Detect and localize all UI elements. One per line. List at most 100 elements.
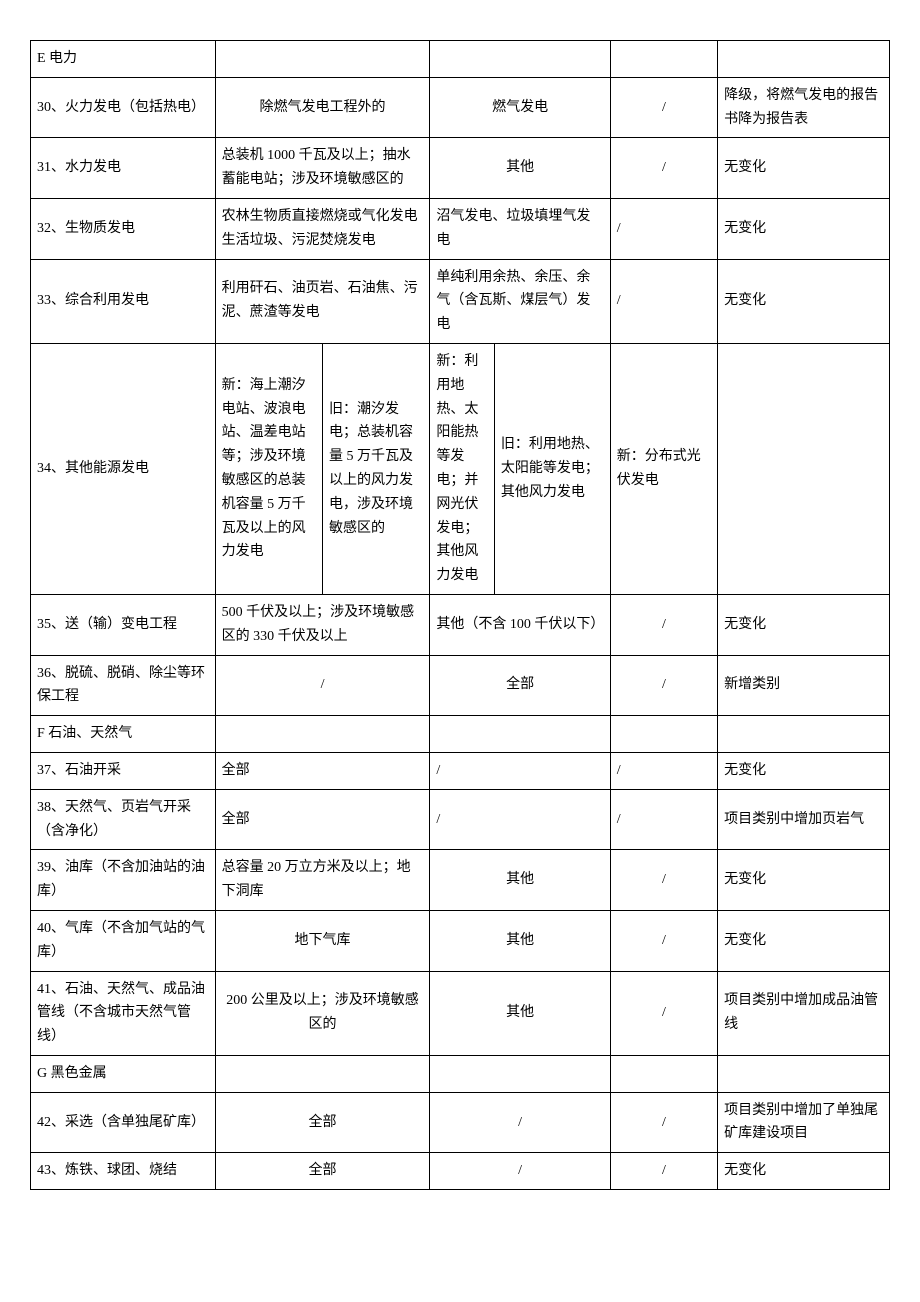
table-cell: [215, 716, 430, 753]
table-cell: 农林生物质直接燃烧或气化发电生活垃圾、污泥焚烧发电: [215, 198, 430, 259]
table-cell: 200 公里及以上；涉及环境敏感区的: [215, 971, 430, 1055]
table-cell: 其他: [430, 850, 610, 911]
table-cell: 全部: [215, 1153, 430, 1190]
table-cell: 利用矸石、油页岩、石油焦、污泥、蔗渣等发电: [215, 259, 430, 343]
table-row: 35、送（输）变电工程500 千伏及以上；涉及环境敏感区的 330 千伏及以上其…: [31, 594, 890, 655]
table-cell: 新：分布式光伏发电: [610, 343, 717, 594]
data-table: E 电力30、火力发电（包括热电）除燃气发电工程外的燃气发电/降级，将燃气发电的…: [30, 40, 890, 1190]
table-row: 34、其他能源发电新：海上潮汐电站、波浪电站、温差电站等；涉及环境敏感区的总装机…: [31, 343, 890, 594]
table-cell: /: [610, 259, 717, 343]
table-row: F 石油、天然气: [31, 716, 890, 753]
table-cell: [215, 41, 430, 78]
table-cell: F 石油、天然气: [31, 716, 216, 753]
table-cell: 无变化: [718, 198, 890, 259]
table-row: 37、石油开采全部//无变化: [31, 752, 890, 789]
table-cell: 35、送（输）变电工程: [31, 594, 216, 655]
table-cell: /: [430, 1092, 610, 1153]
table-cell: 新：海上潮汐电站、波浪电站、温差电站等；涉及环境敏感区的总装机容量 5 万千瓦及…: [215, 343, 322, 594]
table-row: 38、天然气、页岩气开采（含净化）全部//项目类别中增加页岩气: [31, 789, 890, 850]
table-cell: 降级，将燃气发电的报告书降为报告表: [718, 77, 890, 138]
table-cell: 36、脱硫、脱硝、除尘等环保工程: [31, 655, 216, 716]
table-cell: 项目类别中增加了单独尾矿库建设项目: [718, 1092, 890, 1153]
table-cell: 地下气库: [215, 910, 430, 971]
table-cell: /: [610, 655, 717, 716]
table-cell: 43、炼铁、球团、烧结: [31, 1153, 216, 1190]
table-cell: 无变化: [718, 1153, 890, 1190]
table-row: 36、脱硫、脱硝、除尘等环保工程/全部/新增类别: [31, 655, 890, 716]
table-cell: [718, 343, 890, 594]
table-cell: 沼气发电、垃圾填埋气发电: [430, 198, 610, 259]
table-cell: [430, 1055, 610, 1092]
table-cell: [430, 41, 610, 78]
table-cell: /: [610, 971, 717, 1055]
table-cell: [430, 716, 610, 753]
table-cell: 总装机 1000 千瓦及以上；抽水蓄能电站；涉及环境敏感区的: [215, 138, 430, 199]
table-cell: 旧：利用地热、太阳能等发电；其他风力发电: [494, 343, 610, 594]
table-row: 40、气库（不含加气站的气库）地下气库其他/无变化: [31, 910, 890, 971]
table-cell: G 黑色金属: [31, 1055, 216, 1092]
table-cell: 燃气发电: [430, 77, 610, 138]
table-cell: /: [610, 77, 717, 138]
table-row: 30、火力发电（包括热电）除燃气发电工程外的燃气发电/降级，将燃气发电的报告书降…: [31, 77, 890, 138]
table-cell: 新增类别: [718, 655, 890, 716]
table-cell: 40、气库（不含加气站的气库）: [31, 910, 216, 971]
table-cell: 全部: [215, 1092, 430, 1153]
table-cell: 无变化: [718, 259, 890, 343]
table-cell: [215, 1055, 430, 1092]
table-cell: /: [610, 850, 717, 911]
table-cell: [718, 1055, 890, 1092]
table-cell: 全部: [215, 789, 430, 850]
table-cell: /: [610, 910, 717, 971]
table-cell: /: [610, 594, 717, 655]
table-cell: 34、其他能源发电: [31, 343, 216, 594]
table-cell: 新：利用地热、太阳能热等发电；并网光伏发电；其他风力发电: [430, 343, 494, 594]
table-cell: [718, 41, 890, 78]
table-cell: 41、石油、天然气、成品油管线（不含城市天然气管线）: [31, 971, 216, 1055]
table-cell: 单纯利用余热、余压、余气（含瓦斯、煤层气）发电: [430, 259, 610, 343]
table-cell: 其他: [430, 910, 610, 971]
table-cell: /: [215, 655, 430, 716]
table-cell: 除燃气发电工程外的: [215, 77, 430, 138]
table-cell: /: [610, 1153, 717, 1190]
table-cell: 32、生物质发电: [31, 198, 216, 259]
table-cell: 500 千伏及以上；涉及环境敏感区的 330 千伏及以上: [215, 594, 430, 655]
table-cell: 无变化: [718, 594, 890, 655]
table-cell: 无变化: [718, 910, 890, 971]
table-cell: 旧：潮汐发电；总装机容量 5 万千瓦及以上的风力发电，涉及环境敏感区的: [323, 343, 430, 594]
table-cell: /: [430, 789, 610, 850]
table-row: 43、炼铁、球团、烧结全部//无变化: [31, 1153, 890, 1190]
table-cell: [610, 1055, 717, 1092]
table-row: 31、水力发电总装机 1000 千瓦及以上；抽水蓄能电站；涉及环境敏感区的其他/…: [31, 138, 890, 199]
table-row: E 电力: [31, 41, 890, 78]
table-cell: 无变化: [718, 850, 890, 911]
table-row: 32、生物质发电农林生物质直接燃烧或气化发电生活垃圾、污泥焚烧发电沼气发电、垃圾…: [31, 198, 890, 259]
table-cell: /: [610, 752, 717, 789]
table-cell: 总容量 20 万立方米及以上；地下洞库: [215, 850, 430, 911]
table-cell: 其他（不含 100 千伏以下）: [430, 594, 610, 655]
table-row: G 黑色金属: [31, 1055, 890, 1092]
table-row: 42、采选（含单独尾矿库）全部//项目类别中增加了单独尾矿库建设项目: [31, 1092, 890, 1153]
table-cell: 其他: [430, 138, 610, 199]
table-cell: /: [610, 1092, 717, 1153]
table-cell: 无变化: [718, 752, 890, 789]
table-cell: /: [610, 789, 717, 850]
table-cell: 项目类别中增加页岩气: [718, 789, 890, 850]
table-cell: /: [430, 1153, 610, 1190]
table-row: 39、油库（不含加油站的油库）总容量 20 万立方米及以上；地下洞库其他/无变化: [31, 850, 890, 911]
table-cell: 项目类别中增加成品油管线: [718, 971, 890, 1055]
table-cell: 其他: [430, 971, 610, 1055]
table-cell: 无变化: [718, 138, 890, 199]
table-row: 33、综合利用发电利用矸石、油页岩、石油焦、污泥、蔗渣等发电单纯利用余热、余压、…: [31, 259, 890, 343]
table-cell: 38、天然气、页岩气开采（含净化）: [31, 789, 216, 850]
table-cell: 30、火力发电（包括热电）: [31, 77, 216, 138]
table-cell: [610, 716, 717, 753]
table-cell: 33、综合利用发电: [31, 259, 216, 343]
table-cell: [718, 716, 890, 753]
table-cell: 31、水力发电: [31, 138, 216, 199]
table-cell: 39、油库（不含加油站的油库）: [31, 850, 216, 911]
table-cell: /: [610, 138, 717, 199]
table-cell: 全部: [215, 752, 430, 789]
table-cell: /: [610, 198, 717, 259]
table-cell: 全部: [430, 655, 610, 716]
table-cell: [610, 41, 717, 78]
